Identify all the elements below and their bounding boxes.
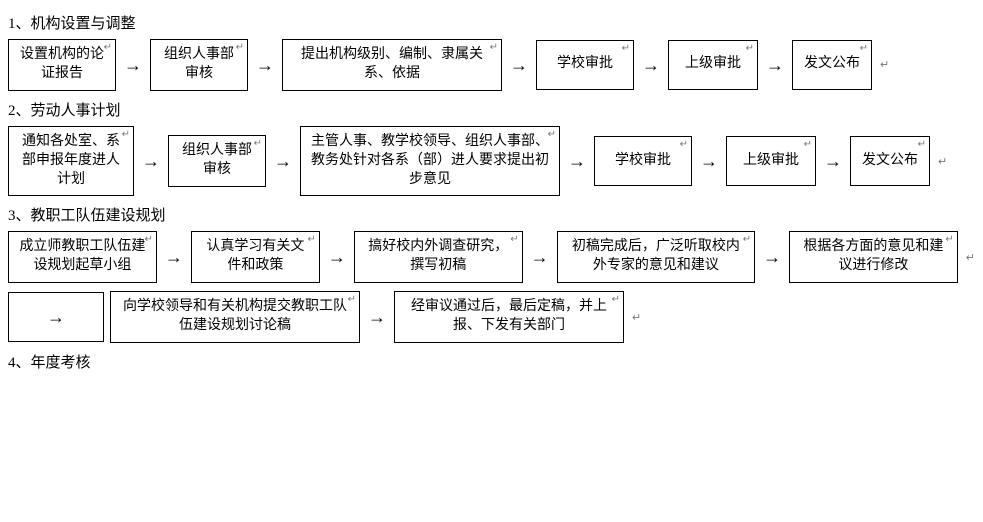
- arrow-icon: →: [254, 56, 276, 74]
- arrow-icon: →: [822, 152, 844, 170]
- section-3-flow-row1: 成立师教职工队伍建设规划起草小组 → 认真学习有关文件和政策 → 搞好校内外调查…: [8, 231, 975, 283]
- arrow-icon: →: [764, 56, 786, 74]
- arrow-icon: →: [508, 56, 530, 74]
- line-end-mark: ↵: [966, 251, 975, 264]
- s3-r1-box-5: 根据各方面的意见和建议进行修改: [789, 231, 958, 283]
- s2-box-5: 上级审批: [726, 136, 816, 186]
- s1-box-5: 上级审批: [668, 40, 758, 90]
- arrow-icon: →: [326, 248, 348, 266]
- s3-r1-box-3: 搞好校内外调查研究，撰写初稿: [354, 231, 523, 283]
- s2-box-1: 通知各处室、系部申报年度进人计划: [8, 126, 134, 197]
- s1-box-3: 提出机构级别、编制、隶属关系、依据: [282, 39, 502, 91]
- line-end-mark: ↵: [880, 58, 889, 71]
- s3-r1-box-4: 初稿完成后，广泛听取校内外专家的意见和建议: [557, 231, 755, 283]
- arrow-icon: →: [640, 56, 662, 74]
- s2-box-6: 发文公布: [850, 136, 930, 186]
- arrow-icon: →: [163, 248, 185, 266]
- s1-box-6: 发文公布: [792, 40, 872, 90]
- line-end-mark: ↵: [938, 155, 947, 168]
- s2-box-2: 组织人事部审核: [168, 135, 266, 187]
- s3-r2-box-1: 向学校领导和有关机构提交教职工队伍建设规划讨论稿: [110, 291, 360, 343]
- arrow-icon: →: [529, 248, 551, 266]
- arrow-icon: →: [366, 308, 388, 326]
- s3-r1-box-2: 认真学习有关文件和政策: [191, 231, 320, 283]
- s3-r2-arrow-box: →: [8, 292, 104, 342]
- s3-r2-box-2: 经审议通过后，最后定稿，并上报、下发有关部门: [394, 291, 624, 343]
- arrow-icon: →: [761, 248, 783, 266]
- section-2-flow: 通知各处室、系部申报年度进人计划 → 组织人事部审核 → 主管人事、教学校领导、…: [8, 126, 975, 197]
- s3-r1-box-1: 成立师教职工队伍建设规划起草小组: [8, 231, 157, 283]
- section-3-heading: 3、教职工队伍建设规划: [8, 204, 975, 225]
- s2-box-3: 主管人事、教学校领导、组织人事部、教务处针对各系（部）进人要求提出初步意见: [300, 126, 560, 197]
- s1-box-2: 组织人事部审核: [150, 39, 248, 91]
- section-3-flow-row2: → 向学校领导和有关机构提交教职工队伍建设规划讨论稿 → 经审议通过后，最后定稿…: [8, 291, 975, 343]
- arrow-icon: →: [566, 152, 588, 170]
- s2-box-4: 学校审批: [594, 136, 692, 186]
- s1-box-1: 设置机构的论证报告: [8, 39, 116, 91]
- line-end-mark: ↵: [632, 311, 641, 324]
- section-2-heading: 2、劳动人事计划: [8, 99, 975, 120]
- section-1-flow: 设置机构的论证报告 → 组织人事部审核 → 提出机构级别、编制、隶属关系、依据 …: [8, 39, 975, 91]
- arrow-icon: →: [698, 152, 720, 170]
- arrow-icon: →: [122, 56, 144, 74]
- section-1-heading: 1、机构设置与调整: [8, 12, 975, 33]
- arrow-icon: →: [272, 152, 294, 170]
- s1-box-4: 学校审批: [536, 40, 634, 90]
- section-4-heading: 4、年度考核: [8, 351, 975, 372]
- arrow-icon: →: [140, 152, 162, 170]
